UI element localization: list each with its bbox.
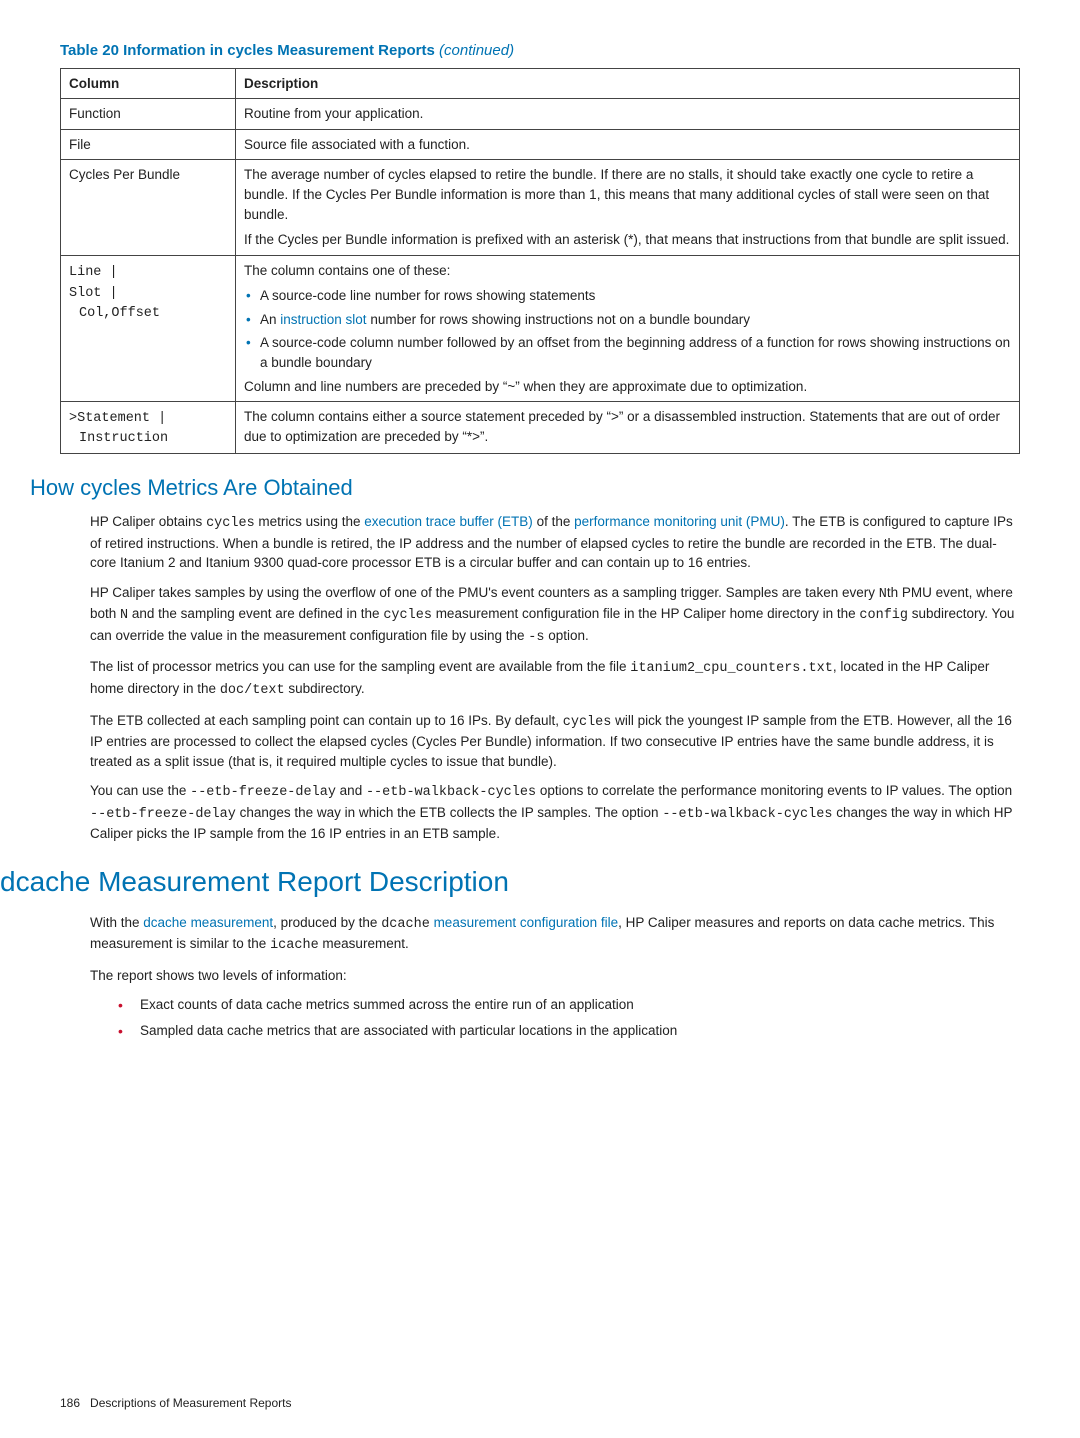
mono: N (879, 587, 887, 602)
para: With the dcache measurement, produced by… (90, 913, 1020, 956)
table-row: >Statement | Instruction The column cont… (61, 402, 1020, 454)
mono: itanium2_cpu_counters.txt (630, 661, 833, 676)
table-title-cont: (continued) (439, 42, 514, 59)
txt: You can use the (90, 783, 190, 798)
col-line: Line | (69, 265, 118, 280)
mono: config (859, 608, 908, 623)
mono: doc/text (220, 683, 285, 698)
mono: --etb-walkback-cycles (662, 807, 832, 822)
section-heading-cycles: How cycles Metrics Are Obtained (30, 472, 1020, 504)
th-description: Description (236, 68, 1020, 99)
section-body-cycles: HP Caliper obtains cycles metrics using … (60, 512, 1020, 844)
list-item: An instruction slot number for rows show… (246, 310, 1011, 330)
table-row: Function Routine from your application. (61, 99, 1020, 130)
table-title-main: Table 20 Information in cycles Measureme… (60, 42, 435, 59)
list-item: A source-code column number followed by … (246, 333, 1011, 372)
table-row: Line | Slot | Col,Offset The column cont… (61, 255, 1020, 401)
mono: icache (270, 938, 319, 953)
txt: measurement configuration file in the HP… (432, 606, 859, 621)
txt: , produced by the (273, 915, 381, 930)
cell-col: File (61, 129, 236, 160)
txt: options to correlate the performance mon… (536, 783, 1012, 798)
mono: cycles (383, 608, 432, 623)
txt: and (336, 783, 366, 798)
table-row: File Source file associated with a funct… (61, 129, 1020, 160)
txt: changes the way in which the ETB collect… (236, 805, 662, 820)
txt: and the sampling event are defined in th… (128, 606, 383, 621)
txt: With the (90, 915, 143, 930)
list-item: Exact counts of data cache metrics summe… (118, 995, 1020, 1015)
info-levels-list: Exact counts of data cache metrics summe… (90, 995, 1020, 1040)
link-config-file[interactable]: measurement configuration file (434, 915, 619, 930)
cell-lead: The column contains one of these: (244, 261, 1011, 281)
th-column: Column (61, 68, 236, 99)
page-footer: 186 Descriptions of Measurement Reports (60, 1395, 291, 1412)
mono: cycles (563, 715, 612, 730)
mono: --etb-freeze-delay (90, 807, 236, 822)
link-instruction-slot[interactable]: instruction slot (280, 312, 366, 327)
para: The ETB collected at each sampling point… (90, 711, 1020, 772)
cell-para: The average number of cycles elapsed to … (244, 165, 1011, 224)
txt: The ETB collected at each sampling point… (90, 713, 563, 728)
col-coloffset: Col,Offset (69, 304, 227, 324)
mono: N (120, 608, 128, 623)
mono: -s (528, 630, 544, 645)
list-item: Sampled data cache metrics that are asso… (118, 1021, 1020, 1041)
link-pmu[interactable]: performance monitoring unit (PMU) (574, 514, 785, 529)
cell-col: Cycles Per Bundle (61, 160, 236, 255)
footer-label: Descriptions of Measurement Reports (90, 1396, 291, 1410)
col-slot: Slot | (69, 286, 118, 301)
cell-bullets: A source-code line number for rows showi… (244, 286, 1011, 372)
table-row: Cycles Per Bundle The average number of … (61, 160, 1020, 255)
list-item: A source-code line number for rows showi… (246, 286, 1011, 306)
para: HP Caliper obtains cycles metrics using … (90, 512, 1020, 573)
txt: HP Caliper obtains (90, 514, 206, 529)
link-dcache-measurement[interactable]: dcache measurement (143, 915, 273, 930)
col-instruction: Instruction (69, 429, 227, 449)
txt: number for rows showing instructions not… (367, 312, 750, 327)
measurement-table: Column Description Function Routine from… (60, 68, 1020, 454)
cell-desc: The column contains either a source stat… (236, 402, 1020, 454)
txt: The list of processor metrics you can us… (90, 659, 630, 674)
txt: measurement. (319, 936, 409, 951)
txt: HP Caliper takes samples by using the ov… (90, 585, 879, 600)
col-statement: >Statement | (69, 411, 166, 426)
page-number: 186 (60, 1396, 80, 1410)
para: You can use the --etb-freeze-delay and -… (90, 781, 1020, 844)
para: The report shows two levels of informati… (90, 966, 1020, 986)
cell-col: >Statement | Instruction (61, 402, 236, 454)
link-etb[interactable]: execution trace buffer (ETB) (364, 514, 533, 529)
cell-desc: The column contains one of these: A sour… (236, 255, 1020, 401)
cell-desc: Routine from your application. (236, 99, 1020, 130)
mono: dcache (381, 917, 430, 932)
txt: An (260, 312, 280, 327)
mono: --etb-freeze-delay (190, 785, 336, 800)
para: HP Caliper takes samples by using the ov… (90, 583, 1020, 648)
txt: subdirectory. (285, 681, 365, 696)
section-body-dcache: With the dcache measurement, produced by… (60, 913, 1020, 1041)
cell-tail: Column and line numbers are preceded by … (244, 377, 1011, 397)
mono: --etb-walkback-cycles (366, 785, 536, 800)
cell-para: If the Cycles per Bundle information is … (244, 230, 1011, 250)
txt: of the (533, 514, 574, 529)
cell-desc: The average number of cycles elapsed to … (236, 160, 1020, 255)
section-heading-dcache: dcache Measurement Report Description (0, 862, 1020, 903)
para: The list of processor metrics you can us… (90, 657, 1020, 700)
cell-col: Function (61, 99, 236, 130)
cell-desc: Source file associated with a function. (236, 129, 1020, 160)
mono: cycles (206, 516, 255, 531)
txt: option. (544, 628, 588, 643)
cell-col: Line | Slot | Col,Offset (61, 255, 236, 401)
txt: metrics using the (255, 514, 365, 529)
table-title: Table 20 Information in cycles Measureme… (60, 40, 1020, 62)
